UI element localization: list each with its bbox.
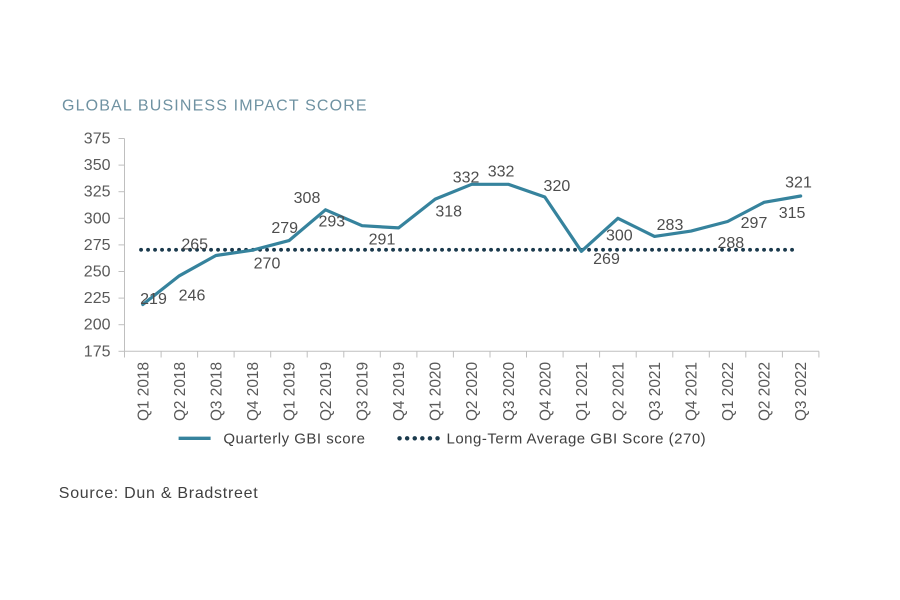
svg-text:288: 288 xyxy=(717,235,744,252)
svg-text:200: 200 xyxy=(84,317,111,334)
svg-text:297: 297 xyxy=(741,215,768,232)
svg-text:246: 246 xyxy=(179,288,206,305)
svg-text:Q3 2018: Q3 2018 xyxy=(208,362,225,421)
svg-text:315: 315 xyxy=(779,205,806,222)
svg-text:320: 320 xyxy=(544,178,571,195)
svg-text:Q2 2018: Q2 2018 xyxy=(172,362,189,421)
svg-text:291: 291 xyxy=(369,232,396,249)
svg-text:GLOBAL BUSINESS IMPACT SCORE: GLOBAL BUSINESS IMPACT SCORE xyxy=(62,98,368,115)
svg-text:Q4 2018: Q4 2018 xyxy=(245,362,262,421)
svg-text:Q3 2019: Q3 2019 xyxy=(355,362,372,421)
svg-text:Q2 2019: Q2 2019 xyxy=(318,362,335,421)
svg-text:Q1 2022: Q1 2022 xyxy=(720,362,737,421)
svg-text:Q4 2021: Q4 2021 xyxy=(684,362,701,421)
svg-text:279: 279 xyxy=(271,220,298,237)
svg-text:250: 250 xyxy=(84,264,111,281)
svg-text:265: 265 xyxy=(181,236,208,253)
svg-text:321: 321 xyxy=(785,174,812,191)
svg-text:350: 350 xyxy=(84,157,111,174)
svg-text:Q3 2021: Q3 2021 xyxy=(647,362,664,421)
svg-text:225: 225 xyxy=(84,290,111,307)
svg-text:308: 308 xyxy=(294,190,321,207)
svg-text:300: 300 xyxy=(606,228,633,245)
svg-text:Q1 2019: Q1 2019 xyxy=(282,362,299,421)
svg-text:Q4 2020: Q4 2020 xyxy=(537,362,554,421)
svg-text:219: 219 xyxy=(140,291,167,308)
svg-text:Quarterly GBI score: Quarterly GBI score xyxy=(223,431,365,448)
svg-text:Long-Term Average GBI Score (2: Long-Term Average GBI Score (270) xyxy=(447,431,707,448)
svg-text:Q2 2021: Q2 2021 xyxy=(610,362,627,421)
svg-text:375: 375 xyxy=(84,131,111,148)
svg-text:Source: Dun & Bradstreet: Source: Dun & Bradstreet xyxy=(59,485,259,502)
svg-text:270: 270 xyxy=(254,255,281,272)
svg-text:325: 325 xyxy=(84,184,111,201)
svg-text:Q1 2021: Q1 2021 xyxy=(574,362,591,421)
svg-text:332: 332 xyxy=(488,163,515,180)
svg-text:275: 275 xyxy=(84,237,111,254)
svg-text:Q3 2020: Q3 2020 xyxy=(501,362,518,421)
svg-text:Q1 2018: Q1 2018 xyxy=(135,362,152,421)
svg-text:Q4 2019: Q4 2019 xyxy=(391,362,408,421)
svg-text:Q2 2020: Q2 2020 xyxy=(464,362,481,421)
svg-text:Q1 2020: Q1 2020 xyxy=(428,362,445,421)
svg-text:269: 269 xyxy=(593,251,620,268)
svg-text:332: 332 xyxy=(453,170,480,187)
svg-text:293: 293 xyxy=(318,213,345,230)
svg-text:318: 318 xyxy=(435,204,462,221)
svg-text:Q3 2022: Q3 2022 xyxy=(793,362,810,421)
svg-text:Q2 2022: Q2 2022 xyxy=(757,362,774,421)
svg-text:283: 283 xyxy=(657,217,684,234)
svg-text:175: 175 xyxy=(84,343,111,360)
svg-text:300: 300 xyxy=(84,210,111,227)
